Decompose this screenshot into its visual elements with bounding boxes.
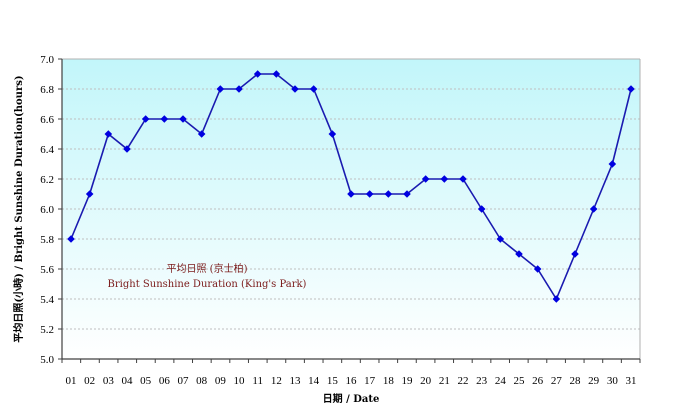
x-tick-label: 30 <box>607 375 619 387</box>
annotation-english: Bright Sunshine Duration (King's Park) <box>108 279 307 290</box>
x-tick-label: 07 <box>178 375 190 387</box>
data-point-diamond-icon <box>403 190 411 198</box>
x-tick-label: 10 <box>234 375 246 387</box>
data-point-diamond-icon <box>365 190 374 198</box>
x-tick-label: 25 <box>514 375 526 387</box>
data-point-diamond-icon <box>328 130 337 138</box>
x-tick-label: 24 <box>495 375 507 387</box>
x-axis-ticks: 01 02 03 04 05 06 07 08 09 10 11 12 13 14 15 16 17 18 19 20… <box>61 359 641 387</box>
data-point-diamond-icon <box>589 205 598 213</box>
x-tick-label: 03 <box>103 375 115 387</box>
x-tick-label: 18 <box>383 375 395 387</box>
data-point-diamond-icon <box>216 85 225 93</box>
data-point-diamond-icon <box>384 190 393 198</box>
y-tick-label: 5.8 <box>40 234 54 246</box>
y-tick-label: 5.4 <box>40 294 54 306</box>
data-point-diamond-icon <box>421 175 430 183</box>
annotation-chinese: 平均日照 (京士柏) <box>167 262 248 275</box>
y-tick-label: 6.0 <box>40 204 54 216</box>
data-point-diamond-icon <box>552 295 561 303</box>
data-point-diamond-icon <box>309 85 318 93</box>
y-axis-title: 平均日照(小時) / Bright Sunshine Duration(hour… <box>12 75 25 342</box>
y-axis-ticks: 5.0 5.2 5.4 5.6 5.8 6.0 6.2 6.4 6.6 6.8 7.0 <box>40 54 62 366</box>
x-tick-label: 15 <box>327 375 339 387</box>
data-point-diamond-icon <box>496 235 505 243</box>
data-point-diamond-icon <box>235 85 243 93</box>
plot-frame <box>61 58 641 360</box>
x-tick-label: 05 <box>140 375 152 387</box>
x-tick-label: 28 <box>570 375 582 387</box>
data-point-diamond-icon <box>533 265 542 273</box>
x-tick-label: 11 <box>252 375 263 387</box>
data-point-diamond-icon <box>291 85 299 93</box>
data-point-diamond-icon <box>347 190 355 198</box>
x-tick-label: 08 <box>196 375 208 387</box>
y-tick-label: 5.2 <box>40 324 54 336</box>
x-tick-label: 14 <box>308 375 320 387</box>
x-tick-label: 29 <box>588 375 600 387</box>
data-series <box>67 70 635 303</box>
x-tick-label: 26 <box>532 375 544 387</box>
x-tick-label: 01 <box>66 375 77 387</box>
x-tick-label: 16 <box>346 375 358 387</box>
data-point-diamond-icon <box>160 115 169 123</box>
x-tick-label: 27 <box>551 375 563 387</box>
data-point-diamond-icon <box>141 115 150 123</box>
x-tick-label: 13 <box>290 375 302 387</box>
x-tick-label: 02 <box>84 375 95 387</box>
data-point-diamond-icon <box>477 205 486 213</box>
data-point-diamond-icon <box>67 235 75 243</box>
data-point-diamond-icon <box>571 250 579 258</box>
data-point-diamond-icon <box>459 175 467 183</box>
data-point-diamond-icon <box>253 70 262 78</box>
x-tick-label: 22 <box>458 375 469 387</box>
y-tick-label: 6.6 <box>40 114 54 126</box>
x-tick-label: 19 <box>402 375 414 387</box>
x-tick-label: 09 <box>215 375 227 387</box>
data-point-diamond-icon <box>85 190 94 198</box>
y-tick-label: 6.4 <box>40 144 54 156</box>
data-point-diamond-icon <box>608 160 617 168</box>
y-tick-label: 6.8 <box>40 84 54 96</box>
x-tick-label: 17 <box>364 375 376 387</box>
data-point-diamond-icon <box>272 70 281 78</box>
x-tick-label: 06 <box>159 375 171 387</box>
y-tick-label: 7.0 <box>40 54 54 66</box>
y-tick-label: 6.2 <box>40 174 54 186</box>
x-tick-label: 21 <box>439 375 450 387</box>
x-tick-label: 20 <box>420 375 432 387</box>
x-tick-label: 23 <box>476 375 488 387</box>
y-tick-label: 5.0 <box>40 354 54 366</box>
data-point-diamond-icon <box>104 130 113 138</box>
data-point-diamond-icon <box>440 175 449 183</box>
y-tick-label: 5.6 <box>40 264 54 276</box>
data-point-diamond-icon <box>627 85 635 93</box>
data-point-diamond-icon <box>197 130 206 138</box>
x-axis-title: 日期 / Date <box>323 392 380 405</box>
data-point-diamond-icon <box>515 250 523 258</box>
data-point-diamond-icon <box>179 115 187 123</box>
x-tick-label: 31 <box>626 375 637 387</box>
x-tick-label: 12 <box>271 375 282 387</box>
x-tick-label: 04 <box>122 375 134 387</box>
data-point-diamond-icon <box>123 145 131 153</box>
